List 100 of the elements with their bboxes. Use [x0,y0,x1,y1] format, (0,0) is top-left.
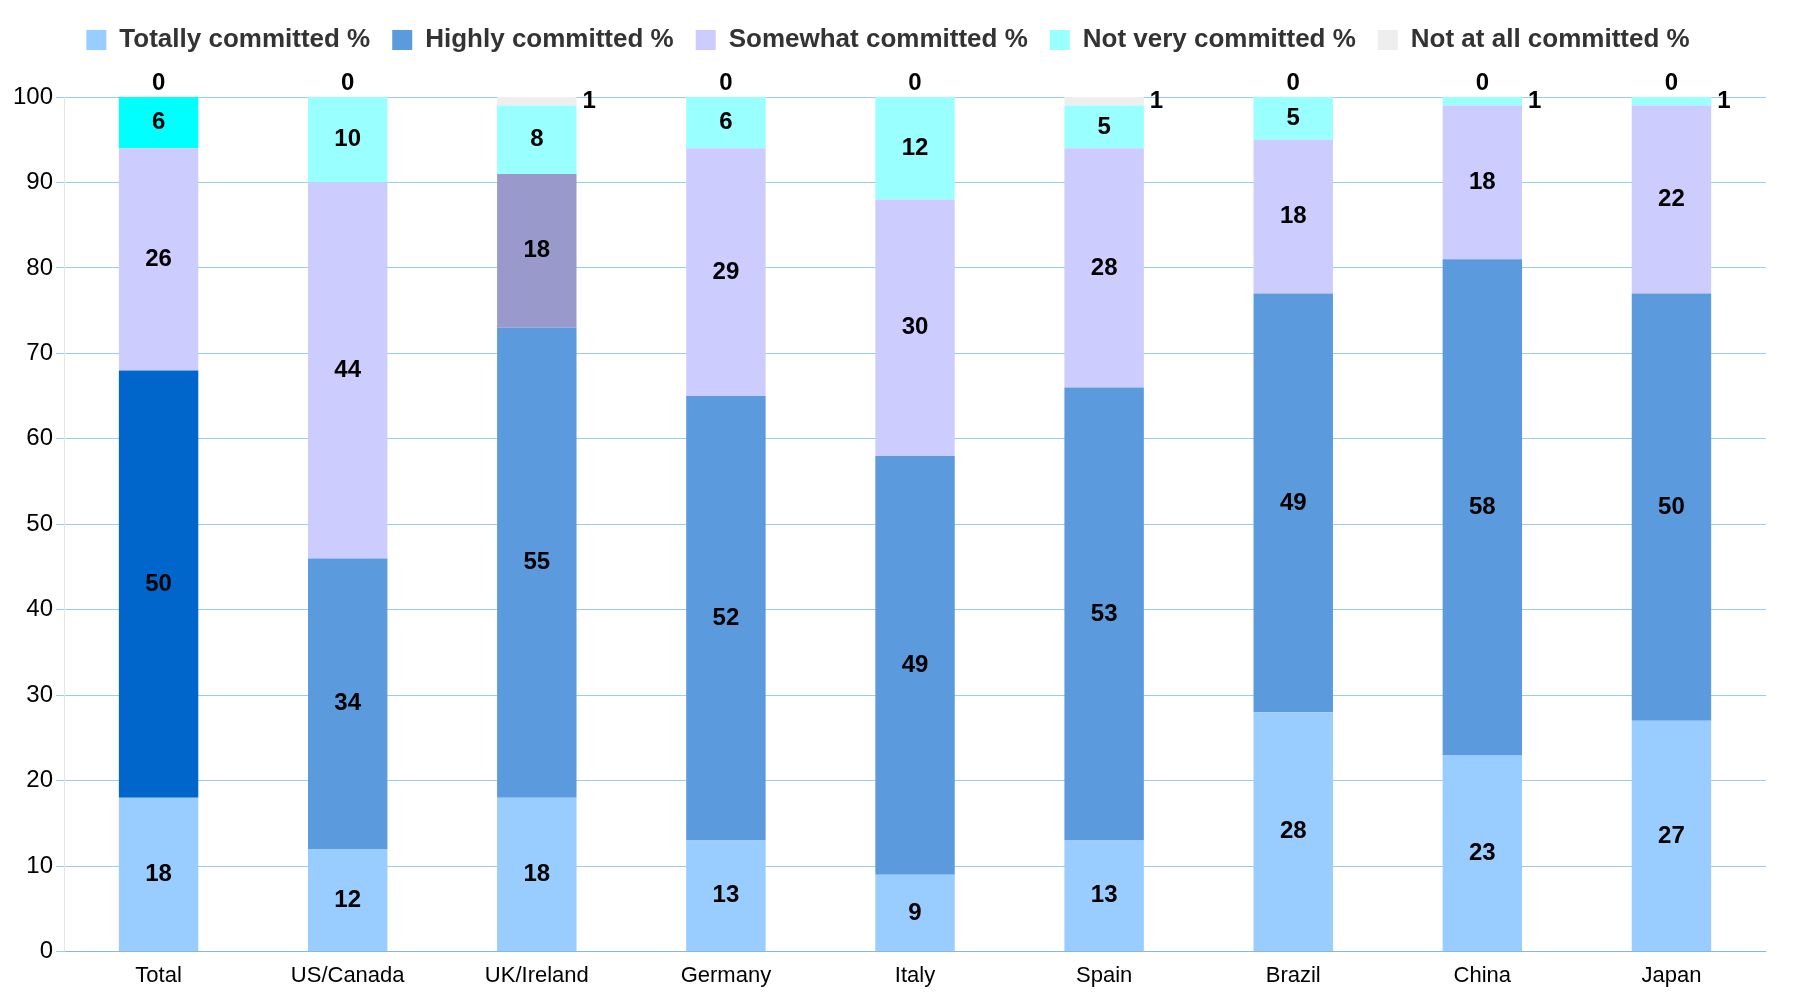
data-label: 12 [334,884,362,912]
x-tick-label: US/Canada [290,961,406,987]
data-label: 1 [1149,85,1164,113]
data-label: 18 [523,859,551,887]
legend-label: Highly committed % [425,23,674,54]
y-tick-label: 30 [26,679,54,707]
bar [1442,105,1523,260]
bar [497,797,577,952]
data-label: 49 [1279,487,1307,515]
legend-label: Totally committed % [119,23,371,54]
data-label: 9 [908,897,922,925]
data-label: 6 [151,107,166,135]
y-tick-label: 0 [39,936,54,964]
x-tick-label: Total [135,961,182,987]
data-label: 28 [1090,252,1118,280]
y-tick-label: 70 [26,338,54,366]
data-label: 29 [712,256,740,284]
data-label: 55 [523,547,551,575]
bar [1064,387,1144,841]
bar [686,840,766,952]
y-tick-label: 80 [26,252,54,280]
bar [1442,259,1523,756]
x-tick-label: Spain [1075,961,1133,987]
data-label: 58 [1468,491,1496,519]
y-tick-label: 100 [13,81,54,109]
bar [1253,139,1333,294]
data-label: 28 [1279,816,1307,844]
bar [875,199,955,456]
data-label: 26 [145,244,172,271]
bar [497,327,577,798]
data-label: 1 [582,85,596,113]
bar [118,97,199,149]
bar [686,396,766,841]
bar [118,797,199,952]
data-label: 27 [1658,820,1685,848]
data-label: 0 [151,67,166,95]
y-tick-label: 40 [26,594,54,622]
data-label: 8 [530,124,544,152]
data-label: 18 [1468,167,1496,195]
data-label: 18 [523,235,551,263]
data-label: 34 [334,688,362,716]
data-label: 5 [1097,111,1111,139]
bar [1631,97,1712,106]
bar [1064,148,1144,388]
y-tick-label: 60 [26,423,54,451]
x-tick-label: UK/Ireland [484,961,589,987]
bar [1442,97,1523,106]
data-label: 18 [145,859,172,887]
bar [1253,97,1333,140]
bar [307,97,388,183]
x-tick-label: Italy [894,961,936,987]
bar [497,97,577,106]
legend-label: Not at all committed % [1410,23,1690,54]
bar [1253,293,1333,713]
data-label: 6 [719,107,733,135]
bar [1631,105,1712,294]
y-tick-label: 20 [26,765,54,793]
data-label: 50 [1658,491,1685,519]
bar [1631,720,1712,952]
bar [118,148,199,371]
x-tick-label: China [1453,961,1512,987]
data-label: 0 [1664,67,1679,95]
data-label: 12 [901,132,929,160]
bar [875,97,955,200]
bar [1631,293,1712,721]
data-label: 1 [1717,85,1731,113]
bar [497,173,577,328]
data-label: 10 [334,124,362,152]
bar [307,849,388,952]
data-label: 0 [1286,67,1300,95]
bar [118,370,199,798]
legend-label: Not very committed % [1082,23,1356,54]
bar [875,874,955,952]
data-label: 23 [1468,837,1496,865]
x-tick-label: Brazil [1265,961,1321,987]
y-tick-label: 90 [26,167,54,195]
data-label: 22 [1658,184,1685,212]
x-tick-label: Germany [680,961,772,987]
data-label: 5 [1286,102,1300,130]
bar [686,148,766,397]
legend-label: Somewhat committed % [728,23,1028,54]
bar [686,97,766,149]
data-label: 30 [901,312,929,340]
bar [1253,712,1333,952]
bar [497,105,577,174]
y-tick-label: 10 [26,850,54,878]
bar [307,182,388,559]
data-label: 0 [1475,67,1490,95]
bar [1064,840,1144,952]
bar [1064,105,1144,149]
data-label: 13 [712,880,740,908]
data-label: 44 [334,355,362,383]
bar [1064,97,1144,106]
data-label: 49 [901,649,929,677]
data-label: 1 [1528,85,1542,113]
data-label: 0 [719,67,733,95]
data-label: 52 [712,602,740,630]
data-label: 13 [1090,880,1118,908]
data-label: 0 [341,67,355,95]
data-label: 50 [145,568,172,596]
